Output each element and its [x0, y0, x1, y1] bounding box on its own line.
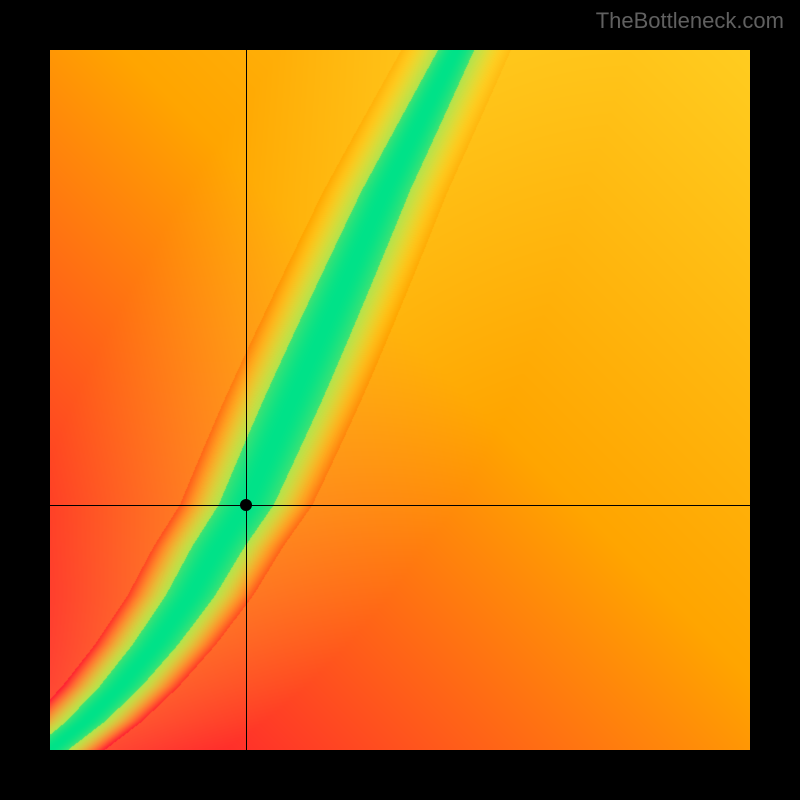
marker-dot	[240, 499, 252, 511]
crosshair-horizontal	[50, 505, 750, 506]
heatmap-canvas	[50, 50, 750, 750]
watermark-text: TheBottleneck.com	[596, 8, 784, 34]
chart-container: TheBottleneck.com	[0, 0, 800, 800]
plot-frame	[0, 0, 800, 800]
crosshair-vertical	[246, 50, 247, 750]
plot-area	[50, 50, 750, 750]
